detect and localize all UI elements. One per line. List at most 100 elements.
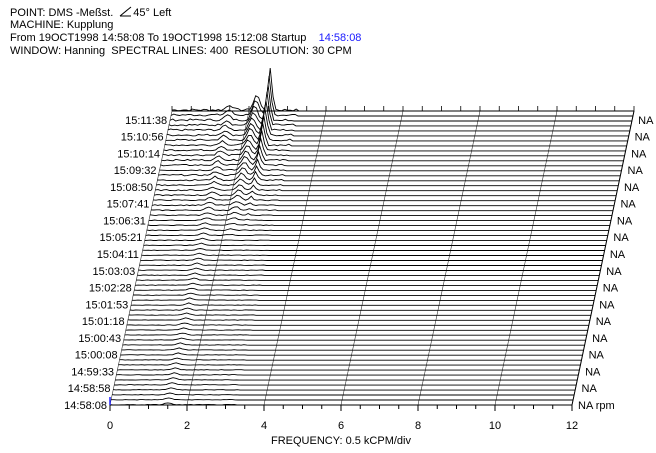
trace-mask [113, 387, 576, 392]
rpm-label: NA [589, 350, 605, 362]
depth-grid-line [494, 110, 558, 406]
rpm-label: NA [635, 132, 651, 144]
spectrum-trace [161, 144, 624, 162]
frequency-tick-label: 10 [489, 420, 501, 432]
time-label: 15:06:31 [103, 215, 146, 227]
rpm-label: NA [585, 366, 601, 378]
trace-mask [124, 333, 587, 337]
angle-icon [119, 6, 133, 17]
spectrum-trace [160, 150, 623, 167]
trace-mask [141, 253, 604, 257]
trace-mask [127, 317, 590, 322]
rpm-label: NA [624, 182, 640, 194]
trace-mask [111, 397, 574, 402]
trace-mask [121, 347, 584, 352]
trace-mask [114, 382, 577, 387]
trace-mask [140, 258, 603, 262]
time-label: 15:01:53 [85, 299, 128, 311]
depth-grid-line [417, 110, 481, 406]
time-label: 15:00:43 [78, 333, 121, 345]
trace-mask [137, 273, 600, 277]
right-edge-line [571, 110, 635, 406]
time-label: 15:04:11 [97, 249, 139, 261]
trace-mask [118, 362, 581, 367]
trace-mask [134, 288, 597, 292]
trace-mask [130, 308, 592, 312]
trace-mask [143, 243, 606, 247]
trace-mask [112, 393, 575, 397]
startup-time: 14:58:08 [318, 32, 362, 44]
frequency-axis-label: FREQUENCY: 0.5 kCPM/div [271, 435, 411, 447]
frequency-tick-label: 8 [415, 420, 421, 432]
spectrum-trace [171, 67, 634, 112]
rpm-label: NA [596, 316, 612, 328]
rpm-label: NA [617, 215, 633, 227]
frequency-tick-label: 2 [184, 420, 190, 432]
trace-mask [139, 263, 602, 267]
depth-grid-line [263, 110, 327, 406]
rpm-label: NA [603, 283, 619, 295]
trace-mask [117, 367, 580, 372]
time-label: 15:08:50 [110, 182, 153, 194]
trace-mask [131, 302, 593, 307]
frequency-tick-label: 6 [338, 420, 344, 432]
depth-grid-line [340, 110, 404, 406]
frequency-tick-label: 0 [107, 420, 113, 432]
trace-mask [172, 68, 634, 113]
time-label: 14:58:08 [64, 400, 107, 412]
rpm-label: NA [592, 333, 608, 345]
rpm-label: NA [631, 148, 647, 160]
trace-mask [116, 372, 579, 377]
time-label: 15:11:38 [125, 115, 167, 127]
time-label: 15:02:28 [89, 283, 132, 295]
trace-mask [166, 108, 629, 138]
trace-mask [136, 278, 599, 282]
trace-mask [120, 352, 583, 357]
time-label: 15:01:18 [82, 316, 125, 328]
depth-grid-line [109, 110, 173, 406]
trace-mask [128, 313, 591, 317]
frequency-tick-label: 12 [566, 420, 578, 432]
point-label: POINT: DMS -Meßst. [10, 7, 114, 19]
trace-mask [125, 327, 588, 332]
time-label: 15:03:03 [92, 266, 135, 278]
rpm-label: NA [628, 165, 644, 177]
rpm-label: NA [606, 266, 622, 278]
time-label: 14:58:58 [68, 383, 111, 395]
trace-mask [126, 323, 589, 327]
trace-mask [142, 248, 605, 252]
trace-mask [132, 297, 595, 302]
trace-mask [135, 283, 598, 287]
rpm-label: NA [599, 299, 615, 311]
time-label: 15:05:21 [100, 232, 143, 244]
date-range-line: From 19OCT1998 14:58:08 To 19OCT1998 15:… [10, 32, 361, 45]
time-label: 15:10:14 [117, 148, 160, 160]
view-angle: 45° Left [133, 7, 172, 19]
trace-mask [122, 342, 585, 347]
machine-label: MACHINE: Kupplung [10, 19, 114, 31]
point-label-line: POINT: DMS -Meßst. 45° Left [10, 6, 171, 20]
rpm-label: NA [610, 249, 626, 261]
trace-mask [160, 151, 623, 168]
rpm-label: NA rpm [578, 400, 615, 412]
depth-grid-line [186, 110, 250, 406]
time-label: 15:00:08 [75, 350, 118, 362]
frequency-tick-label: 4 [261, 420, 267, 432]
trace-mask [138, 268, 601, 272]
trace-mask [115, 377, 578, 382]
time-label: 15:07:41 [107, 199, 150, 211]
time-label: 14:59:33 [71, 366, 114, 378]
trace-mask [144, 238, 607, 243]
trace-mask [133, 293, 596, 297]
window-settings: WINDOW: Hanning SPECTRAL LINES: 400 RESO… [10, 45, 352, 57]
rpm-label: NA [582, 383, 598, 395]
rpm-label: NA [638, 115, 654, 127]
time-label: 15:10:56 [121, 132, 164, 144]
trace-mask [119, 358, 582, 362]
trace-mask [123, 338, 586, 342]
trace-mask [156, 178, 619, 188]
trace-mask [145, 233, 608, 238]
date-range: From 19OCT1998 14:58:08 To 19OCT1998 15:… [10, 32, 307, 44]
rpm-label: NA [620, 199, 636, 211]
